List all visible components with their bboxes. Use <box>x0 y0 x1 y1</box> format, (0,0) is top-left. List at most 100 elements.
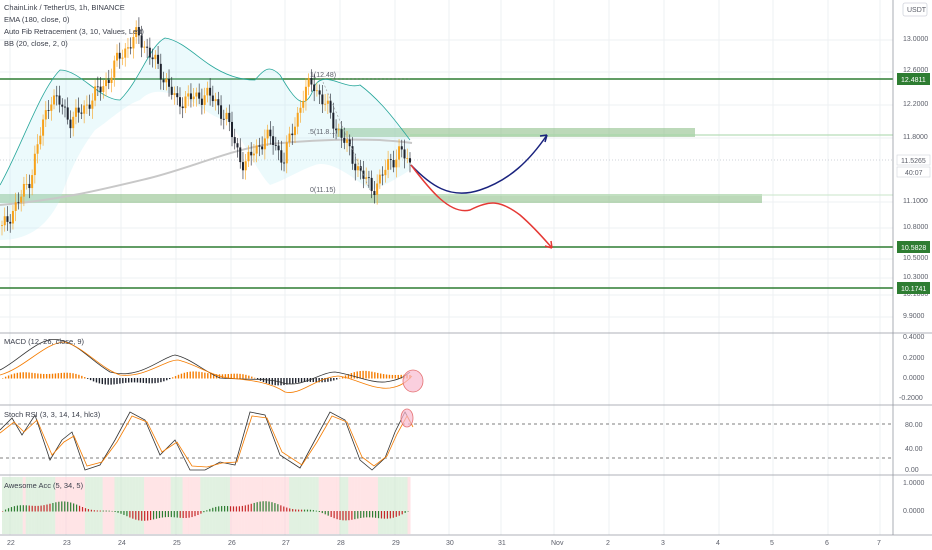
ao-bg-stripe <box>224 477 227 534</box>
ao-bg-stripe <box>150 477 153 534</box>
macd-bar <box>195 371 197 379</box>
macd-bar <box>171 377 174 379</box>
candle-body <box>50 104 53 111</box>
candle-body <box>20 196 23 203</box>
macd-bar <box>7 375 10 379</box>
ao-bar <box>132 511 134 519</box>
ao-bg-stripe <box>173 477 177 534</box>
macd-bar <box>374 372 376 379</box>
macd-bar <box>98 378 101 384</box>
indicator-ema[interactable]: EMA (180, close, 0) <box>4 15 70 24</box>
ao-bar <box>348 511 350 521</box>
awesome-background <box>2 477 411 534</box>
macd-label[interactable]: MACD (12, 26, close, 9) <box>4 337 85 346</box>
indicator-fib[interactable]: Auto Fib Retracement (3, 10, Values, Lef… <box>4 27 144 36</box>
candlesticks[interactable] <box>1 17 411 236</box>
ao-bar <box>105 510 107 512</box>
macd-bar <box>385 374 388 379</box>
candle-body <box>359 166 362 171</box>
ao-bg-stripe <box>161 477 165 534</box>
candle-body <box>107 80 110 83</box>
support-zone[interactable] <box>0 194 762 203</box>
candle-body <box>80 112 83 114</box>
candle-body <box>217 99 220 106</box>
ao-bg-stripe <box>25 477 29 534</box>
ao-bar <box>218 506 220 512</box>
macd-highlight-circle[interactable] <box>402 369 424 393</box>
ao-bg-stripe <box>105 477 109 534</box>
time-tick: 5 <box>770 540 774 547</box>
ao-bg-stripe <box>16 477 20 534</box>
candle-body <box>231 121 234 138</box>
candle-body <box>116 52 119 61</box>
macd-bar <box>330 378 332 382</box>
level-badge-10-17[interactable] <box>897 282 930 294</box>
ao-bar <box>253 502 255 512</box>
ao-bar <box>289 508 291 512</box>
ao-label[interactable]: Awesome Acc (5, 34, 5) <box>4 481 84 490</box>
level-badge-10-58[interactable] <box>897 241 930 253</box>
ao-bar <box>226 506 229 512</box>
ao-bg-stripe <box>185 477 189 534</box>
ao-bar <box>377 511 380 519</box>
macd-bar <box>230 373 232 379</box>
ao-bar <box>40 505 42 512</box>
macd-bar <box>84 377 86 379</box>
ao-bar <box>215 506 217 512</box>
symbol-title[interactable]: ChainLink / TetherUS, 1h, BINANCE <box>4 3 125 12</box>
candle-body <box>77 107 80 113</box>
ao-bg-stripe <box>37 477 41 534</box>
candle-body <box>55 95 58 97</box>
ao-bg-stripe <box>303 477 307 534</box>
current-price-badge[interactable] <box>896 154 931 166</box>
candle-body <box>143 46 146 48</box>
ao-bg-stripe <box>232 477 236 534</box>
stoch-highlight-circle[interactable] <box>400 408 414 428</box>
macd-bar <box>37 373 39 379</box>
stoch-label[interactable]: Stoch RSI (3, 3, 14, 14, hlc3) <box>4 410 101 419</box>
candle-body <box>33 153 36 176</box>
candle-body <box>137 27 140 36</box>
ao-bar <box>342 511 344 521</box>
ao-bg-stripe <box>76 477 79 534</box>
ao-bar <box>76 504 78 512</box>
candle-body <box>250 151 253 156</box>
time-axis[interactable]: 22 23 24 25 26 27 28 29 30 31 Nov 2 3 4 5 6 7 <box>7 540 881 547</box>
ao-bar <box>55 502 57 512</box>
bullish-projection-arrow[interactable] <box>410 134 548 194</box>
candle-body <box>1 225 3 227</box>
macd-bar <box>391 374 394 379</box>
candle-body <box>11 210 14 224</box>
ao-bg-stripe <box>324 477 328 534</box>
ao-bg-stripe <box>363 477 367 534</box>
candle-body <box>255 145 258 154</box>
ao-bg-stripe <box>28 477 32 534</box>
candle-body <box>236 143 239 148</box>
level-badge-12-48[interactable] <box>897 73 930 85</box>
candle-body <box>178 97 181 107</box>
macd-bar <box>341 376 344 379</box>
candle-body <box>94 86 97 101</box>
candle-body <box>225 112 228 120</box>
ao-bg-stripe <box>351 477 355 534</box>
ao-bg-stripe <box>81 477 85 534</box>
ao-bar <box>84 508 87 512</box>
macd-bar <box>19 372 21 379</box>
ao-bg-stripe <box>395 477 399 534</box>
ao-bg-stripe <box>111 477 115 534</box>
resistance-zone[interactable] <box>337 128 695 137</box>
ao-bar <box>256 502 258 512</box>
ao-tick: 0.0000 <box>903 508 925 515</box>
macd-bar <box>163 378 165 382</box>
macd-bar <box>274 378 276 386</box>
ao-bg-stripe <box>31 477 35 534</box>
candle-body <box>348 139 351 147</box>
macd-bar <box>69 372 71 379</box>
indicator-bb[interactable]: BB (20, close, 2, 0) <box>4 39 68 48</box>
ao-bg-stripe <box>52 477 56 534</box>
bearish-projection-arrow[interactable] <box>410 164 553 249</box>
ao-bar <box>372 511 374 518</box>
candle-body <box>252 153 255 156</box>
currency-box[interactable] <box>902 2 928 17</box>
